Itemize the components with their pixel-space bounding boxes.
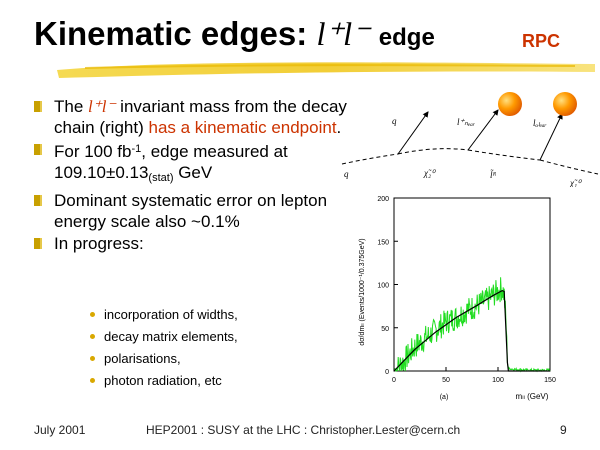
sub-bullet-dot	[90, 378, 95, 383]
page-number: 9	[560, 423, 567, 437]
bullet-text: In progress:	[54, 234, 144, 253]
mll-histogram: dσ/dmₗₗ (Events/1000⁻¹/0.375GeV) mₗₗ (Ge…	[359, 196, 556, 401]
y-tick-label: 150	[377, 239, 389, 246]
y-tick-label: 200	[377, 196, 389, 203]
bullet-marker	[34, 238, 42, 249]
slepton-line	[467, 149, 541, 161]
decay-chain-diagram: q q χ̃₂⁰ l⁺ₙₑₐᵣ lₒₗₑₐᵣ l̃ᴿ χ̃₁⁰	[341, 92, 599, 187]
panel-label: (a)	[440, 394, 449, 401]
label-l-near: l⁺ₙₑₐᵣ	[457, 117, 475, 127]
label-q-bottom: q	[344, 169, 349, 179]
bullet-text: Dominant systematic error on lepton ener…	[54, 191, 328, 231]
title-formula: l⁺l⁻	[316, 17, 370, 53]
series-fit-line	[393, 289, 550, 372]
bullet-sub: (stat)	[148, 172, 174, 184]
sub-bullet-item: decay matrix elements,	[90, 326, 238, 348]
label-chi2: χ̃₂⁰	[423, 168, 436, 178]
bullet-item: In progress:	[34, 233, 354, 254]
y-tick-label: 100	[377, 283, 389, 290]
lepton-near-ball	[498, 92, 522, 116]
bullet-text: , edge measured at 109.10±0.13	[54, 142, 288, 182]
sub-bullet-dot	[90, 312, 95, 317]
slide-title: Kinematic edges: l⁺l⁻ edge	[34, 14, 435, 54]
rpc-tag: RPC	[522, 31, 561, 51]
sub-bullet-item: photon radiation, etc	[90, 370, 238, 392]
lepton-far-ball	[553, 92, 577, 116]
title-main: Kinematic edges:	[34, 15, 308, 52]
bullet-text: The	[54, 97, 89, 116]
title-underline	[57, 62, 595, 78]
bullet-text: .	[336, 118, 342, 137]
bullet-item: Dominant systematic error on lepton ener…	[34, 190, 354, 232]
squark-line	[341, 153, 399, 165]
title-edge: edge	[378, 24, 435, 51]
lepton-far-line	[539, 113, 563, 161]
footer-date: July 2001	[34, 423, 86, 437]
bullet-formula: l⁺l⁻	[88, 97, 116, 116]
bullet-text: For 100 fb	[54, 142, 132, 161]
bullet-list: The l⁺l⁻ invariant mass from the decay c…	[34, 96, 354, 255]
bullet-item: For 100 fb-1, edge measured at 109.10±0.…	[34, 139, 354, 189]
bullet-sup: -1	[131, 143, 142, 155]
x-tick-label: 0	[392, 377, 396, 384]
x-tick-label: 50	[442, 377, 450, 384]
lepton-near-line	[467, 109, 499, 151]
sub-bullet-item: incorporation of widths,	[90, 304, 238, 326]
bullet-text: GeV	[173, 163, 213, 182]
label-chi1: χ̃₁⁰	[569, 178, 582, 187]
x-axis-label: mₗₗ (GeV)	[516, 392, 549, 401]
bullet-marker	[34, 144, 42, 155]
bullet-marker	[34, 101, 42, 112]
bullet-highlight: has a kinematic endpoint	[148, 118, 337, 137]
sub-bullet-dot	[90, 334, 95, 339]
label-q-top: q	[392, 116, 397, 126]
footer-center: HEP2001 : SUSY at the LHC : Christopher.…	[146, 423, 461, 437]
bullet-marker	[34, 195, 42, 206]
sub-bullet-list: incorporation of widths, decay matrix el…	[90, 304, 238, 392]
chi2-line	[397, 148, 469, 155]
bullet-text: invariant mass from the decay chain (rig…	[54, 97, 347, 137]
label-l-far: lₒₗₑₐᵣ	[533, 118, 547, 128]
bullet-item: The l⁺l⁻ invariant mass from the decay c…	[34, 96, 354, 138]
sub-bullet-item: polarisations,	[90, 348, 238, 370]
quark-out-line	[397, 111, 429, 155]
y-tick-label: 50	[381, 326, 389, 333]
label-slepton: l̃ᴿ	[490, 170, 497, 180]
x-tick-label: 100	[492, 377, 504, 384]
y-tick-label: 0	[385, 369, 389, 376]
x-tick-label: 150	[544, 377, 556, 384]
sub-bullet-dot	[90, 356, 95, 361]
y-axis-label: dσ/dmₗₗ (Events/1000⁻¹/0.375GeV)	[359, 238, 366, 345]
chi1-line	[539, 159, 599, 175]
